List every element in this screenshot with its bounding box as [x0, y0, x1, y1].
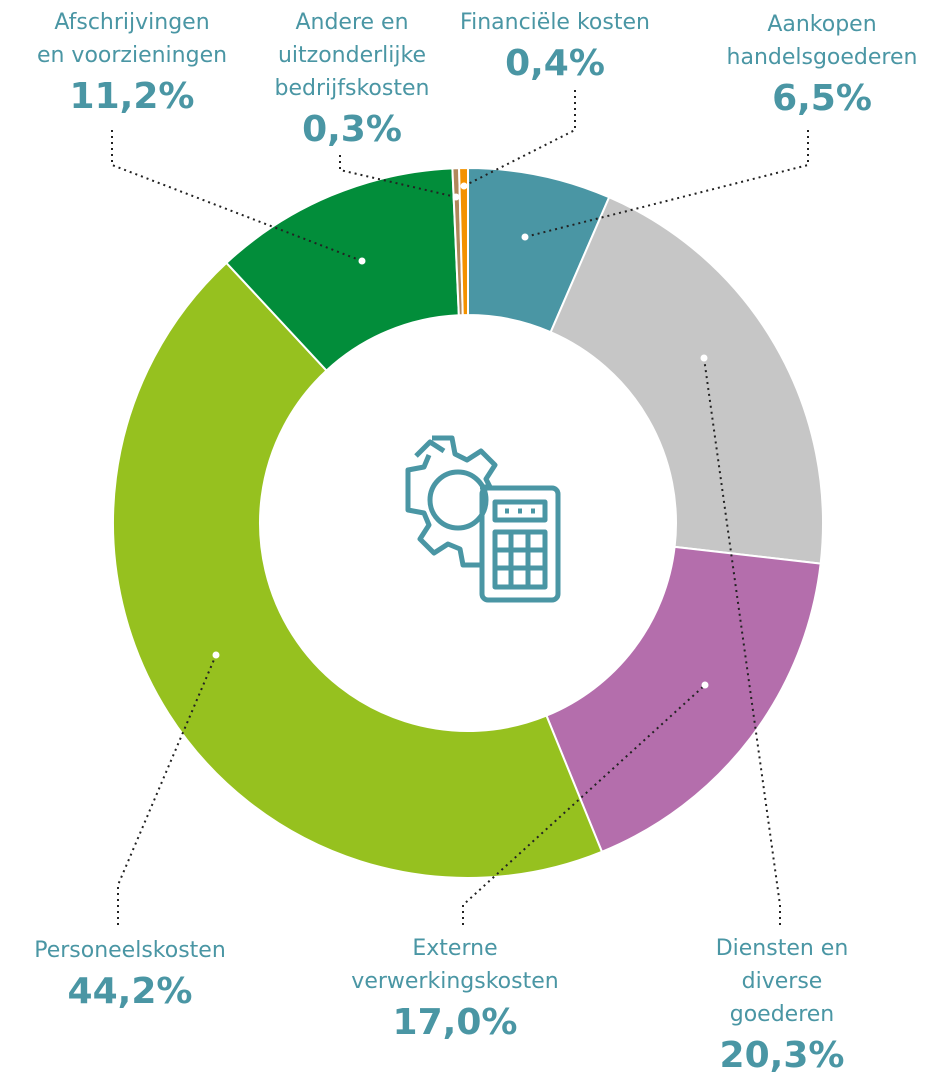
- value-label: 20,3%: [719, 1035, 845, 1076]
- leader-line: [524, 130, 809, 238]
- donut-slice: [545, 545, 822, 854]
- leader-line: [463, 90, 576, 187]
- category-name: Diensten en diverse goederen: [715, 936, 849, 1027]
- category-name: Personeelskosten: [34, 938, 226, 963]
- slice-label: Aankopen handelsgoederen 6,5%: [727, 8, 918, 122]
- category-name: Andere en uitzonderlijke bedrijfskosten: [274, 10, 430, 101]
- slice-label: Diensten en diverse goederen 20,3%: [710, 932, 854, 1079]
- category-name: Externe verwerkingskosten: [351, 936, 559, 994]
- leader-dot: [701, 681, 709, 689]
- value-label: 17,0%: [392, 1002, 518, 1043]
- center-icon: [405, 435, 561, 603]
- slice-label: Andere en uitzonderlijke bedrijfskosten 0…: [275, 6, 430, 153]
- value-label: 6,5%: [772, 78, 872, 119]
- leader-dot: [700, 354, 708, 362]
- donut-slice: [549, 195, 824, 565]
- category-name: Aankopen handelsgoederen: [726, 12, 918, 70]
- category-name: Afschrijvingen en voorzieningen: [36, 10, 228, 68]
- chart: [111, 90, 824, 925]
- slice-label: Afschrijvingen en voorzieningen 11,2%: [37, 6, 227, 120]
- value-label: 11,2%: [69, 76, 195, 117]
- value-label: 44,2%: [67, 971, 193, 1012]
- donut-slice: [458, 166, 469, 317]
- value-label: 0,3%: [302, 109, 402, 150]
- value-label: 0,4%: [505, 43, 605, 84]
- leader-dot: [452, 193, 460, 201]
- leader-dot: [358, 257, 366, 265]
- slice-label: Externe verwerkingskosten 17,0%: [351, 932, 558, 1046]
- category-name: Financiële kosten: [460, 10, 650, 35]
- donut-slice: [112, 261, 604, 879]
- page: {"chart_data": {"type": "pie", "categori…: [34, 6, 918, 1076]
- leader-dot: [521, 233, 529, 241]
- leader-line: [462, 684, 706, 925]
- leader-dot: [460, 182, 468, 190]
- leader-dot: [212, 651, 220, 659]
- leader-line: [117, 654, 217, 925]
- leader-line: [703, 357, 781, 925]
- slice-label: Financiële kosten 0,4%: [460, 6, 650, 87]
- slice-label: Personeelskosten 44,2%: [34, 934, 226, 1015]
